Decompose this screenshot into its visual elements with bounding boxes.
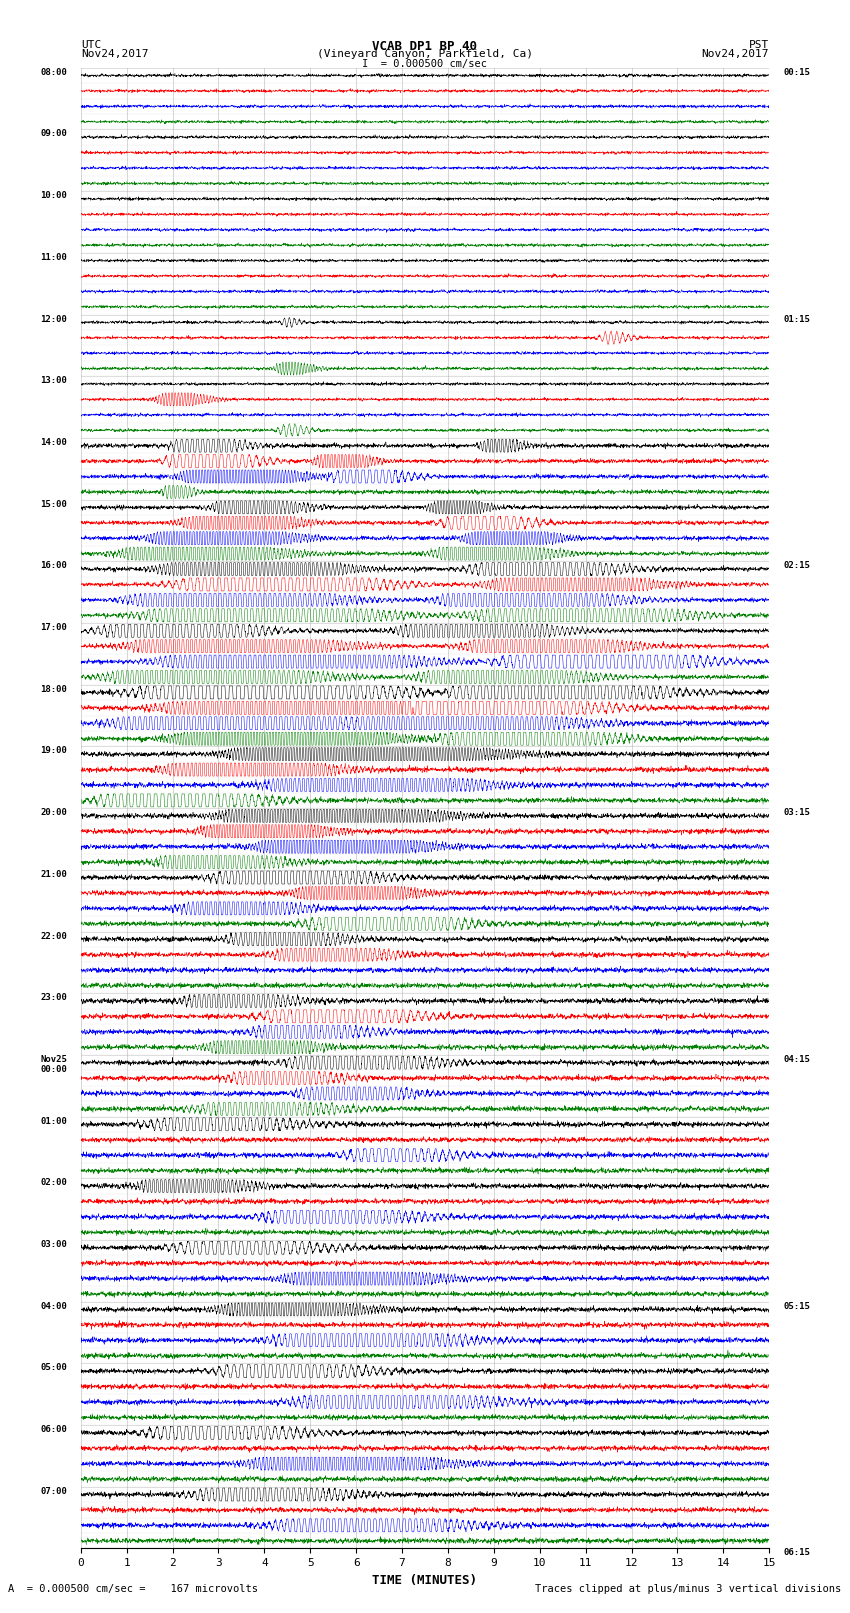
Text: 02:15: 02:15 xyxy=(783,561,810,571)
Text: 19:00: 19:00 xyxy=(40,747,67,755)
Text: Nov24,2017: Nov24,2017 xyxy=(81,50,148,60)
Text: Nov25
00:00: Nov25 00:00 xyxy=(40,1055,67,1074)
Text: 23:00: 23:00 xyxy=(40,994,67,1002)
Text: 09:00: 09:00 xyxy=(40,129,67,139)
Text: 03:15: 03:15 xyxy=(783,808,810,818)
Text: 08:00: 08:00 xyxy=(40,68,67,77)
Text: 20:00: 20:00 xyxy=(40,808,67,818)
Text: Nov24,2017: Nov24,2017 xyxy=(702,50,769,60)
Text: UTC: UTC xyxy=(81,39,101,50)
Text: 07:00: 07:00 xyxy=(40,1487,67,1495)
Text: 15:00: 15:00 xyxy=(40,500,67,508)
Text: 10:00: 10:00 xyxy=(40,192,67,200)
Text: 21:00: 21:00 xyxy=(40,869,67,879)
Text: I  = 0.000500 cm/sec: I = 0.000500 cm/sec xyxy=(362,58,488,69)
Text: Traces clipped at plus/minus 3 vertical divisions: Traces clipped at plus/minus 3 vertical … xyxy=(536,1584,842,1594)
Text: VCAB DP1 BP 40: VCAB DP1 BP 40 xyxy=(372,39,478,53)
Text: 18:00: 18:00 xyxy=(40,686,67,694)
Text: 14:00: 14:00 xyxy=(40,439,67,447)
Text: 04:15: 04:15 xyxy=(783,1055,810,1065)
Text: 05:00: 05:00 xyxy=(40,1363,67,1373)
Text: 03:00: 03:00 xyxy=(40,1240,67,1248)
Text: 12:00: 12:00 xyxy=(40,315,67,324)
Text: 05:15: 05:15 xyxy=(783,1302,810,1311)
Text: 02:00: 02:00 xyxy=(40,1177,67,1187)
Text: 11:00: 11:00 xyxy=(40,253,67,261)
X-axis label: TIME (MINUTES): TIME (MINUTES) xyxy=(372,1574,478,1587)
Text: 00:15: 00:15 xyxy=(783,68,810,77)
Text: 22:00: 22:00 xyxy=(40,932,67,940)
Text: 01:15: 01:15 xyxy=(783,315,810,324)
Text: A  = 0.000500 cm/sec =    167 microvolts: A = 0.000500 cm/sec = 167 microvolts xyxy=(8,1584,258,1594)
Text: 16:00: 16:00 xyxy=(40,561,67,571)
Text: 04:00: 04:00 xyxy=(40,1302,67,1311)
Text: 06:00: 06:00 xyxy=(40,1426,67,1434)
Text: (Vineyard Canyon, Parkfield, Ca): (Vineyard Canyon, Parkfield, Ca) xyxy=(317,50,533,60)
Text: 06:15: 06:15 xyxy=(783,1548,810,1558)
Text: 17:00: 17:00 xyxy=(40,623,67,632)
Text: PST: PST xyxy=(749,39,769,50)
Text: 13:00: 13:00 xyxy=(40,376,67,386)
Text: 01:00: 01:00 xyxy=(40,1116,67,1126)
